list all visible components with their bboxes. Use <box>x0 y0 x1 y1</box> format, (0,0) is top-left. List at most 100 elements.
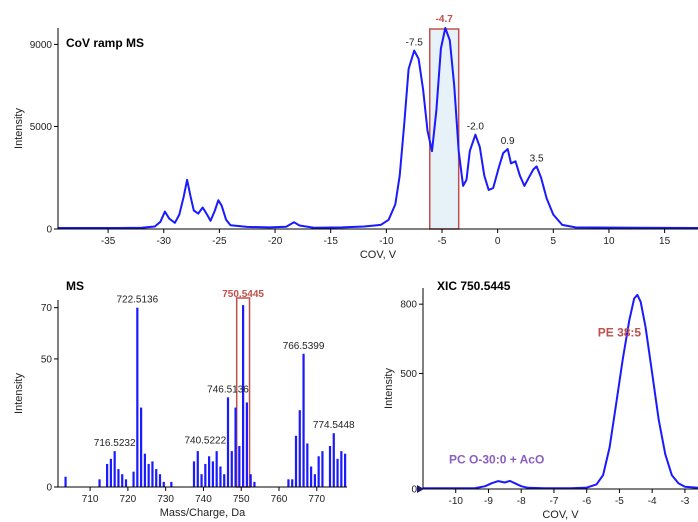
ms-bar-2 <box>106 463 109 487</box>
cov-title: CoV ramp MS <box>66 36 144 50</box>
cov-panel: -4.7 -35 -30 -25 -20 -15 -10 -5 0 5 10 15 0 5000 9000 C… <box>13 14 698 261</box>
xic-xtick-label: -4 <box>648 496 657 507</box>
ms-bar-7 <box>124 479 128 487</box>
cov-peak-label: 0.9 <box>501 136 515 147</box>
cov-axes <box>57 28 698 230</box>
ms-bar-18 <box>192 461 196 487</box>
ms-xtick-label: 740 <box>195 494 212 505</box>
ms-bar-49 <box>344 453 347 487</box>
cov-xtick-label: -25 <box>212 236 227 247</box>
cov-peak-label: -2.0 <box>467 122 485 133</box>
xic-xtick-label: -3 <box>680 496 689 507</box>
xic-series-line <box>422 293 698 490</box>
cov-highlight-label: -4.7 <box>436 14 454 25</box>
ms-bar-34 <box>253 481 256 487</box>
cov-xtick-label: -35 <box>101 236 116 247</box>
ms-bar-38 <box>298 410 301 487</box>
cov-xtick-label: -15 <box>323 236 338 247</box>
xic-annotation: PC O-30:0 + AcO <box>449 453 544 467</box>
ms-bar-45 <box>328 446 332 487</box>
cov-xtick-label: 10 <box>603 236 615 247</box>
cov-xtick-label: -10 <box>379 236 394 247</box>
xic-xtick-label: -6 <box>582 496 591 507</box>
ms-xtick-label: 760 <box>271 494 288 505</box>
ms-peak-label: 766.5399 <box>283 341 325 352</box>
xic-ytick-label: 500 <box>400 369 417 380</box>
ms-bar-24 <box>215 451 218 487</box>
ms-bar-16 <box>162 481 165 487</box>
ms-ytick-label: 50 <box>41 354 53 365</box>
ms-bar-11 <box>143 453 146 487</box>
cov-series-line <box>58 27 698 229</box>
ms-bar-10 <box>140 407 143 487</box>
ms-bar-31 <box>242 305 245 487</box>
ms-bar-33 <box>249 474 252 487</box>
ms-peak-label: 716.5232 <box>94 438 136 449</box>
ms-xtick-label: 750 <box>233 494 250 505</box>
ms-bar-1 <box>98 479 101 487</box>
ms-bar-43 <box>317 456 320 487</box>
ms-bar-40 <box>306 443 309 487</box>
xic-xtick-label: -5 <box>615 496 624 507</box>
ms-peak-label: 722.5136 <box>116 295 158 306</box>
ms-bar-46 <box>332 433 335 487</box>
ms-bar-9 <box>136 307 139 487</box>
ms-bar-15 <box>158 474 162 487</box>
cov-ytick-label: 9000 <box>30 40 53 51</box>
ms-highlight-label: 750.5445 <box>222 289 264 300</box>
ms-bar-13 <box>151 461 154 487</box>
xic-annotation: PE 38:5 <box>598 326 642 340</box>
xic-xtick-label: -10 <box>449 496 464 507</box>
ms-bar-26 <box>223 474 226 487</box>
ms-bar-0 <box>64 476 67 487</box>
xic-title: XIC 750.5445 <box>437 279 511 293</box>
xic-ytick-label: 800 <box>400 300 417 311</box>
cov-peak-label: -7.5 <box>406 38 424 49</box>
cov-xtick-label: -20 <box>268 236 283 247</box>
ms-panel: 750.5445 710 720 730 740 750 760 770 0 50 70 MS Mass… <box>13 279 355 519</box>
ms-bar-44 <box>321 451 324 487</box>
xic-panel: -10 -9 -8 -7 -6 -5 -4 -3 0 500 800 XIC 750.5445 COV,… <box>383 279 698 521</box>
xic-x-axis-title: COV, V <box>542 509 579 521</box>
cov-xtick-label: -30 <box>157 236 172 247</box>
ms-bar-12 <box>147 463 150 487</box>
ms-bar-48 <box>340 451 343 487</box>
xic-xtick-label: -8 <box>517 496 526 507</box>
cov-xtick-label: 15 <box>659 236 671 247</box>
ms-bar-42 <box>313 474 316 487</box>
cov-xtick-label: -5 <box>438 236 447 247</box>
ms-bar-25 <box>219 466 222 487</box>
ms-ytick-label: 0 <box>46 483 52 494</box>
ms-bar-4 <box>113 451 116 487</box>
ms-peak-label: 740.5222 <box>184 436 226 447</box>
ms-bar-21 <box>204 463 207 487</box>
xic-y-axis-title: Intensity <box>383 368 395 409</box>
ms-ytick-label: 70 <box>41 303 53 314</box>
cov-x-axis-title: COV, V <box>360 249 397 261</box>
ms-bar-28 <box>230 451 233 487</box>
ms-bar-6 <box>121 474 124 487</box>
ms-bar-29 <box>234 407 237 487</box>
ms-bar-17 <box>170 481 173 487</box>
cov-xtick-label: 0 <box>495 236 501 247</box>
ms-x-axis-title: Mass/Charge, Da <box>160 507 246 519</box>
ms-xtick-label: 710 <box>82 494 99 505</box>
cov-ytick-label: 5000 <box>30 122 53 133</box>
ms-bar-30 <box>238 446 241 487</box>
ms-bar-36 <box>291 479 294 487</box>
cov-peak-label: 3.5 <box>530 153 544 164</box>
ms-peak-label: 774.5448 <box>313 420 355 431</box>
ms-bar-47 <box>336 458 339 487</box>
xic-xtick-label: -9 <box>484 496 493 507</box>
cov-y-axis-title: Intensity <box>13 108 25 149</box>
ms-bar-35 <box>287 479 290 487</box>
xic-xtick-label: -7 <box>549 496 558 507</box>
ms-bar-23 <box>211 461 214 487</box>
ms-xtick-label: 730 <box>157 494 174 505</box>
ms-bar-32 <box>245 402 248 487</box>
ms-bar-19 <box>196 451 199 487</box>
ms-peak-label: 746.5136 <box>207 384 249 395</box>
cov-xtick-label: 5 <box>551 236 557 247</box>
ms-bar-41 <box>310 466 313 487</box>
